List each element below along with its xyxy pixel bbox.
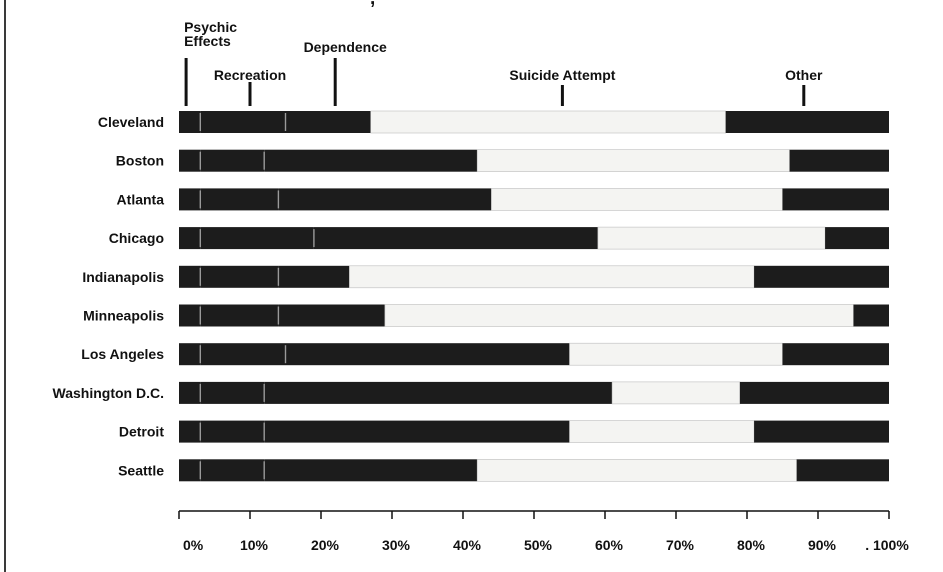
bar-segment-seattle-other: [796, 459, 889, 482]
x-tick-label-70: 70%: [666, 537, 695, 553]
bar-segment-cleveland-suicide-attempt: [370, 110, 727, 134]
x-tick-label-100: . 100%: [865, 537, 909, 553]
bar-segment-boston-other: [789, 149, 889, 172]
bar-segment-atlanta-recreation: [200, 188, 279, 211]
chart-title-fragment: ,: [370, 0, 375, 10]
bar-segment-indianapolis-psychic-effects: [179, 265, 201, 288]
bar-segment-boston-dependence: [264, 149, 478, 172]
bar-segment-washington-d-c-recreation: [200, 381, 265, 404]
bar-segment-boston-recreation: [200, 149, 265, 172]
bar-segment-washington-d-c-psychic-effects: [179, 381, 201, 404]
city-label-los-angeles: Los Angeles: [81, 346, 164, 362]
bar-segment-atlanta-psychic-effects: [179, 188, 201, 211]
bar-segment-los-angeles-dependence: [285, 343, 570, 366]
bar-segment-los-angeles-recreation: [200, 343, 286, 366]
city-label-boston: Boston: [116, 153, 164, 169]
bar-segment-detroit-recreation: [200, 420, 265, 443]
x-tick-label-40: 40%: [453, 537, 482, 553]
bar-segment-los-angeles-suicide-attempt: [569, 342, 783, 366]
bars-group: [179, 110, 889, 482]
bar-segment-minneapolis-other: [853, 304, 889, 327]
x-tick-label-50: 50%: [524, 537, 553, 553]
x-tick-label-0: 0%: [183, 537, 204, 553]
x-tick-label-20: 20%: [311, 537, 340, 553]
city-label-washington-d-c: Washington D.C.: [53, 385, 164, 401]
bar-segment-minneapolis-recreation: [200, 304, 279, 327]
city-labels: Cleveland Boston Atlanta Chicago Indianapoli…: [53, 114, 165, 478]
category-label-psychic-effects-line-2: Effects: [184, 33, 231, 49]
category-label-other: Other: [785, 67, 823, 83]
bar-segment-atlanta-suicide-attempt: [491, 188, 783, 211]
category-label-recreation: Recreation: [214, 67, 286, 83]
bar-segment-cleveland-recreation: [200, 111, 286, 133]
bar-segment-indianapolis-recreation: [200, 265, 279, 288]
bar-segment-indianapolis-dependence: [278, 265, 350, 288]
city-label-cleveland: Cleveland: [98, 114, 164, 130]
city-label-detroit: Detroit: [119, 424, 164, 440]
x-tick-label-90: 90%: [808, 537, 837, 553]
bar-segment-cleveland-psychic-effects: [179, 111, 201, 133]
bar-segment-chicago-suicide-attempt: [597, 226, 826, 250]
city-label-minneapolis: Minneapolis: [83, 308, 164, 324]
bar-segment-los-angeles-other: [782, 343, 889, 366]
bar-segment-minneapolis-psychic-effects: [179, 304, 201, 327]
bar-segment-detroit-suicide-attempt: [569, 420, 755, 443]
bar-segment-los-angeles-psychic-effects: [179, 343, 201, 366]
bar-segment-chicago-recreation: [200, 227, 314, 250]
x-tick-label-30: 30%: [382, 537, 411, 553]
bar-segment-cleveland-other: [725, 111, 889, 133]
bar-segment-chicago-dependence: [313, 227, 598, 250]
category-label-psychic-effects-line-1: Psychic: [184, 19, 237, 35]
bar-segment-seattle-recreation: [200, 459, 265, 482]
bar-segment-cleveland-dependence: [285, 111, 371, 133]
city-label-chicago: Chicago: [109, 230, 164, 246]
bar-segment-washington-d-c-dependence: [264, 381, 613, 404]
category-label-suicide-attempt: Suicide Attempt: [509, 67, 615, 83]
x-tick-label-10: 10%: [240, 537, 269, 553]
bar-segment-washington-d-c-other: [739, 381, 889, 404]
bar-segment-detroit-dependence: [264, 420, 570, 443]
city-label-seattle: Seattle: [118, 462, 164, 478]
bar-segment-atlanta-other: [782, 188, 889, 211]
bar-segment-boston-suicide-attempt: [476, 149, 790, 172]
bar-segment-indianapolis-other: [754, 265, 889, 288]
city-label-atlanta: Atlanta: [117, 191, 165, 207]
bar-segment-washington-d-c-suicide-attempt: [611, 381, 741, 405]
bar-segment-minneapolis-suicide-attempt: [384, 304, 854, 327]
x-axis: 0% 10% 20% 30% 40% 50% 60% 70% 80% 90% . 100%: [178, 510, 909, 553]
bar-segment-minneapolis-dependence: [278, 304, 385, 327]
bar-segment-seattle-psychic-effects: [179, 459, 201, 482]
bar-segment-seattle-suicide-attempt: [476, 458, 798, 482]
bar-segment-atlanta-dependence: [278, 188, 492, 211]
city-label-indianapolis: Indianapolis: [82, 269, 164, 285]
x-tick-label-80: 80%: [737, 537, 766, 553]
category-label-dependence: Dependence: [304, 39, 387, 55]
bar-segment-seattle-dependence: [264, 459, 478, 482]
bar-segment-indianapolis-suicide-attempt: [349, 265, 755, 289]
x-tick-label-60: 60%: [595, 537, 624, 553]
bar-segment-chicago-psychic-effects: [179, 227, 201, 250]
bar-segment-chicago-other: [825, 227, 889, 250]
bar-segment-detroit-psychic-effects: [179, 420, 201, 443]
left-border-line: [4, 0, 6, 572]
bar-segment-boston-psychic-effects: [179, 149, 201, 172]
bar-segment-detroit-other: [754, 420, 889, 443]
